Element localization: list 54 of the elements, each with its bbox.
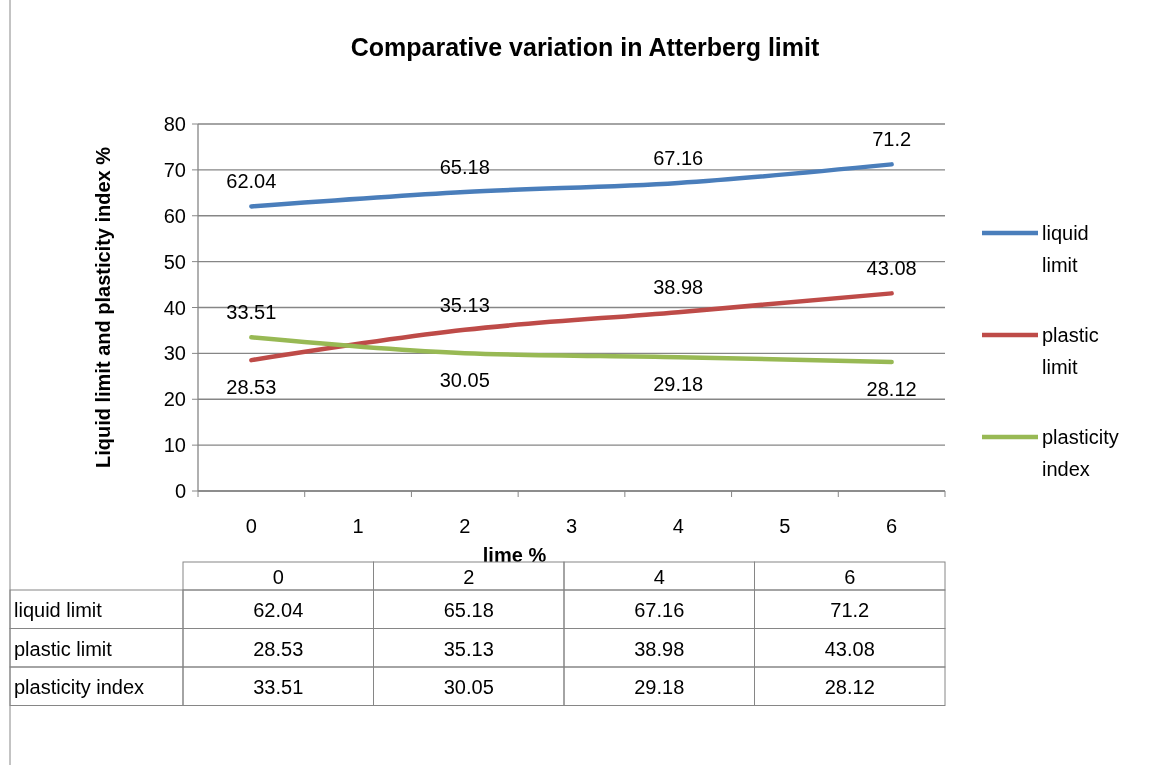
y-tick-label: 10 <box>163 434 186 457</box>
text: 62.04 <box>253 599 304 621</box>
y-tick-label: 70 <box>163 158 186 181</box>
x-tick-label: 0 <box>245 515 257 537</box>
data-label: 65.18 <box>439 155 490 178</box>
text: 67.16 <box>634 599 685 621</box>
text: 0 <box>272 566 284 588</box>
data-label: 29.18 <box>653 373 704 396</box>
data-label: 33.51 <box>226 301 277 324</box>
data-label: 62.04 <box>226 170 277 193</box>
data-label: 38.98 <box>653 276 704 299</box>
y-tick-label: 30 <box>163 342 186 365</box>
x-tick-label: 2 <box>459 515 471 537</box>
y-tick-label: 60 <box>163 204 186 227</box>
text: 30.05 <box>443 676 494 698</box>
text: 43.08 <box>824 637 875 660</box>
x-axis-title: lime % <box>482 544 547 566</box>
line-series <box>249 335 894 365</box>
data-label: 35.13 <box>439 293 490 316</box>
text: 4 <box>653 566 665 588</box>
text: plasticity index <box>14 676 145 698</box>
data-label: 28.53 <box>226 376 277 399</box>
x-tick-label: 3 <box>565 515 578 537</box>
y-tick-label: 20 <box>163 388 186 411</box>
text: 65.18 <box>443 599 494 621</box>
data-label: 30.05 <box>439 369 490 392</box>
data-label: 28.12 <box>866 378 917 400</box>
chart-title: Comparative variation in Atterberg limit <box>350 33 820 61</box>
text: 35.13 <box>443 637 494 660</box>
x-tick-label: 4 <box>672 515 684 537</box>
y-axis-title: Liquid limit and plasticity index % <box>92 146 114 469</box>
text: 38.98 <box>634 637 685 660</box>
text: 28.12 <box>824 676 875 698</box>
text: 6 <box>844 566 856 588</box>
text: 2 <box>463 566 475 588</box>
data-label: 43.08 <box>866 257 917 280</box>
legend-label: plasticity index <box>1042 426 1119 480</box>
text: 33.51 <box>253 676 304 698</box>
text: 28.53 <box>253 637 304 660</box>
data-label: 71.2 <box>872 128 912 151</box>
x-tick-label: 5 <box>779 515 791 537</box>
x-tick-label: 6 <box>886 515 898 537</box>
x-tick-label: 1 <box>352 515 364 537</box>
text: plastic limit <box>14 637 112 660</box>
y-tick-label: 50 <box>163 250 186 273</box>
y-tick-label: 40 <box>163 296 186 319</box>
legend-label: liquid limit <box>1042 222 1089 276</box>
y-tick-label: 80 <box>163 113 186 135</box>
data-label: 67.16 <box>653 146 704 169</box>
y-tick-label: 0 <box>174 480 186 502</box>
legend-label: plastic limit <box>1042 324 1099 378</box>
text: 29.18 <box>634 676 685 698</box>
text: 71.2 <box>830 599 870 621</box>
text: liquid limit <box>14 599 102 621</box>
